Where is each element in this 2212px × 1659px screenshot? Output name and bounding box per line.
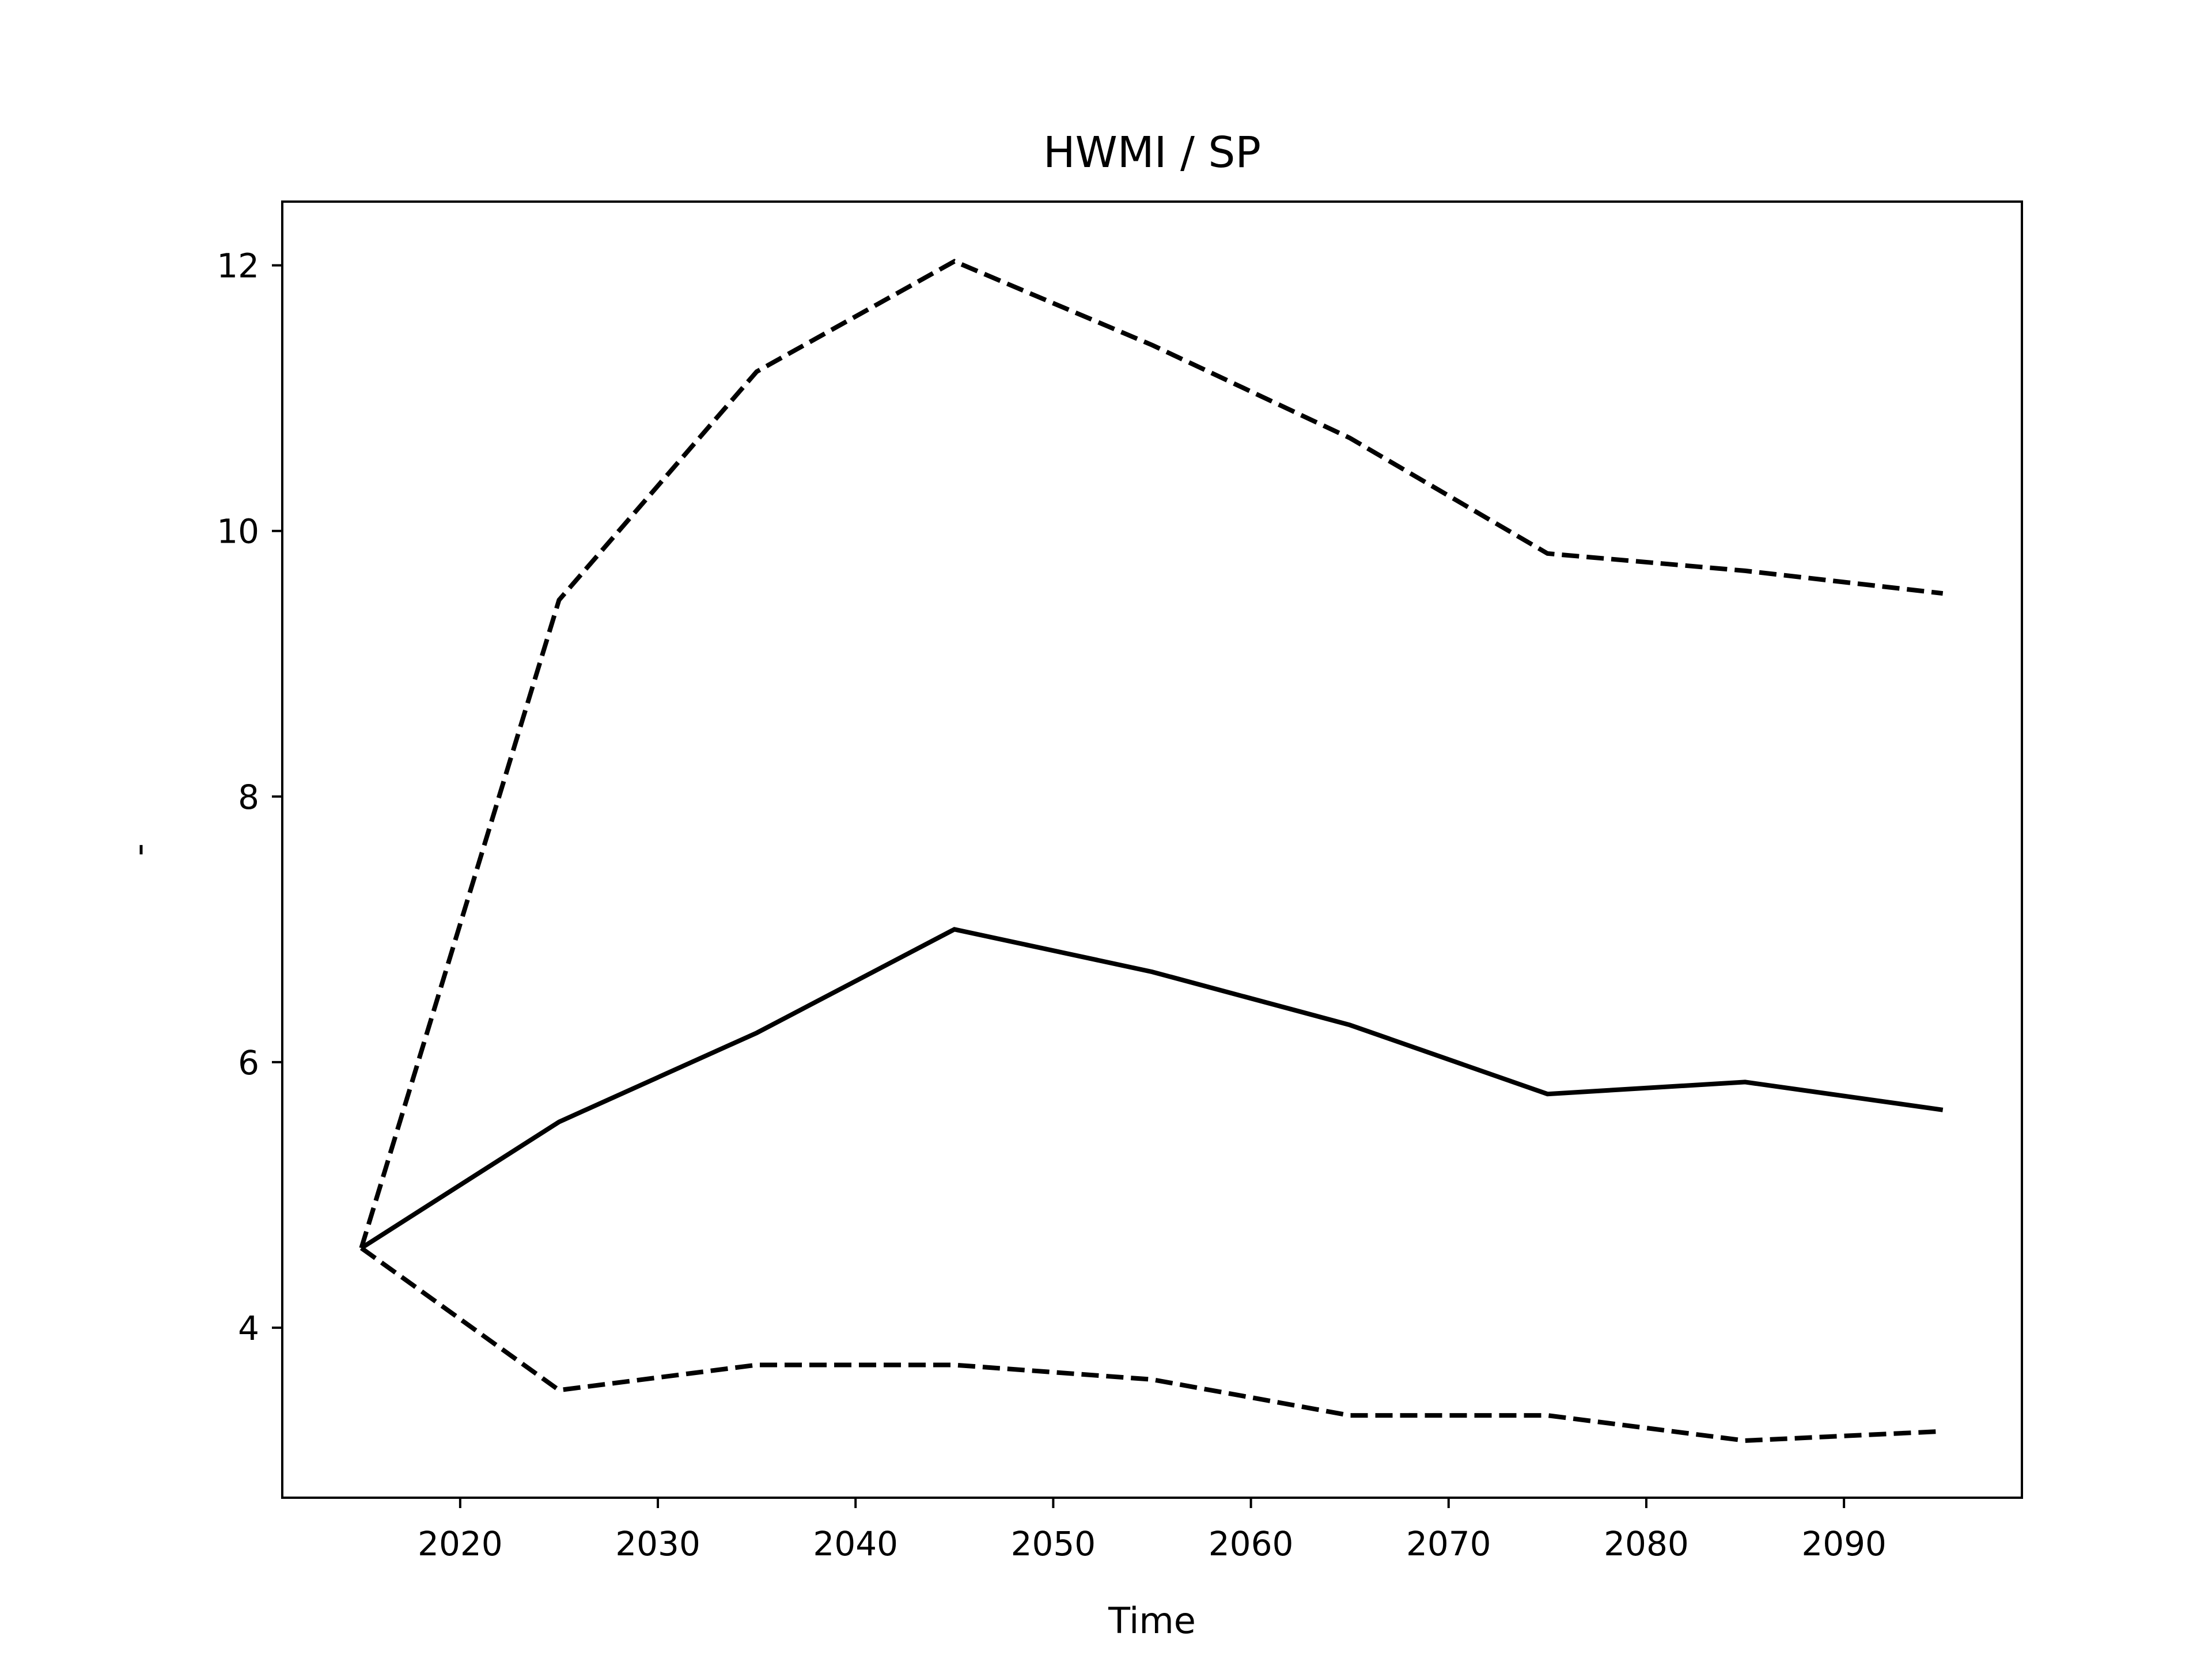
- x-tick-label: 2030: [615, 1524, 700, 1563]
- x-tick-label: 2050: [1011, 1524, 1096, 1563]
- plot-area: [359, 259, 1944, 1443]
- x-tick-label: 2020: [418, 1524, 503, 1563]
- x-tick-label: 2080: [1604, 1524, 1689, 1563]
- y-axis-label: -: [118, 843, 160, 856]
- y-tick-label: 4: [238, 1309, 259, 1348]
- y-tick-label: 6: [238, 1043, 259, 1082]
- y-tick-label: 8: [238, 778, 259, 817]
- plot-frame: [281, 200, 2023, 1499]
- axis-ticks: 2020 2030 2040 2050 2060 2070 2080 2090 4 6 8 10 12: [217, 247, 1887, 1563]
- x-tick-label: 2060: [1209, 1524, 1294, 1563]
- x-axis-label: Time: [1108, 1600, 1196, 1642]
- series-line-2: [359, 259, 1944, 1249]
- x-tick-label: 2090: [1801, 1524, 1887, 1563]
- x-tick-label: 2070: [1406, 1524, 1491, 1563]
- chart-title: HWMI / SP: [1043, 128, 1261, 177]
- y-tick-label: 12: [217, 247, 259, 286]
- series-line-1: [360, 927, 1944, 1250]
- series-line-3: [359, 1246, 1943, 1443]
- y-tick-label: 10: [217, 512, 259, 551]
- x-tick-label: 2040: [813, 1524, 898, 1563]
